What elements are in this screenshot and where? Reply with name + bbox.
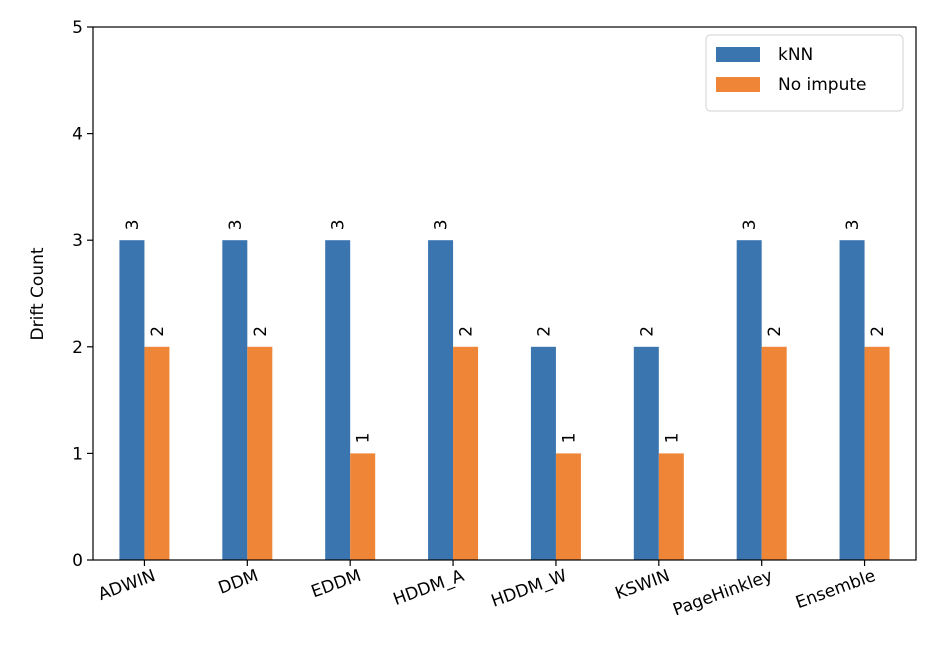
bar-value-label: 1	[559, 433, 579, 444]
y-tick-label: 0	[72, 551, 83, 571]
bar-value-label: 3	[329, 219, 349, 230]
bar-labels-layer: 3 2 3 2 3 1 3 2 2 1 2 1 3 2 3 2	[123, 219, 888, 443]
bar-knn-ddm	[222, 240, 248, 560]
bar-no-impute-ensemble	[864, 346, 890, 560]
x-tick-label: ADWIN	[96, 566, 159, 605]
bar-value-label: 2	[457, 326, 477, 337]
bar-value-label: 2	[637, 326, 657, 337]
legend-label: No impute	[778, 75, 867, 95]
bars-layer	[119, 240, 890, 560]
y-ticks: 0 1 2 3 4 5	[72, 18, 93, 571]
bar-knn-hddm_a	[428, 240, 454, 560]
bar-value-label: 3	[432, 219, 452, 230]
bar-value-label: 2	[868, 326, 888, 337]
x-tick-label: Ensemble	[793, 566, 878, 613]
bar-knn-pagehinkley	[736, 240, 762, 560]
y-axis-label: Drift Count	[28, 247, 48, 340]
bar-knn-hddm_w	[530, 346, 556, 560]
bar-knn-ensemble	[839, 240, 865, 560]
bar-value-label: 3	[843, 219, 863, 230]
bar-value-label: 2	[765, 326, 785, 337]
bar-value-label: 2	[251, 326, 271, 337]
y-tick-label: 2	[72, 338, 83, 358]
bar-value-label: 3	[740, 219, 760, 230]
legend-label: kNN	[778, 45, 813, 65]
bar-no-impute-kswin	[658, 453, 684, 560]
x-ticks: ADWIN DDM EDDM HDDM_A HDDM_W KSWINPageHinkley…	[96, 560, 878, 621]
bar-no-impute-eddm	[350, 453, 376, 560]
bar-value-label: 3	[226, 219, 246, 230]
bar-knn-adwin	[119, 240, 145, 560]
bar-knn-eddm	[325, 240, 351, 560]
bar-value-label: 1	[354, 433, 374, 444]
x-tick-label: KSWIN	[613, 566, 673, 604]
legend-swatch	[716, 47, 760, 62]
y-tick-label: 4	[72, 125, 83, 145]
legend-swatch	[716, 77, 760, 92]
x-tick-label: HDDM_A	[391, 566, 468, 610]
axes-layer	[92, 26, 917, 561]
bar-value-label: 1	[662, 433, 682, 444]
bar-value-label: 3	[123, 219, 143, 230]
y-tick-label: 1	[72, 444, 83, 464]
y-tick-label: 3	[72, 231, 83, 251]
bar-no-impute-hddm_a	[453, 346, 479, 560]
x-tick-label: PageHinkley	[670, 566, 775, 621]
bar-knn-kswin	[633, 346, 659, 560]
plot-frame	[92, 26, 917, 561]
legend: kNN No impute	[705, 34, 904, 112]
x-tick-label: EDDM	[309, 566, 364, 602]
bar-value-label: 2	[148, 326, 168, 337]
bar-value-label: 2	[534, 326, 554, 337]
bar-no-impute-hddm_w	[555, 453, 581, 560]
bar-no-impute-pagehinkley	[761, 346, 787, 560]
bar-no-impute-ddm	[247, 346, 273, 560]
x-tick-label: HDDM_W	[489, 566, 570, 612]
bar-no-impute-adwin	[144, 346, 170, 560]
y-tick-label: 5	[72, 18, 83, 38]
x-tick-label: DDM	[216, 566, 261, 599]
